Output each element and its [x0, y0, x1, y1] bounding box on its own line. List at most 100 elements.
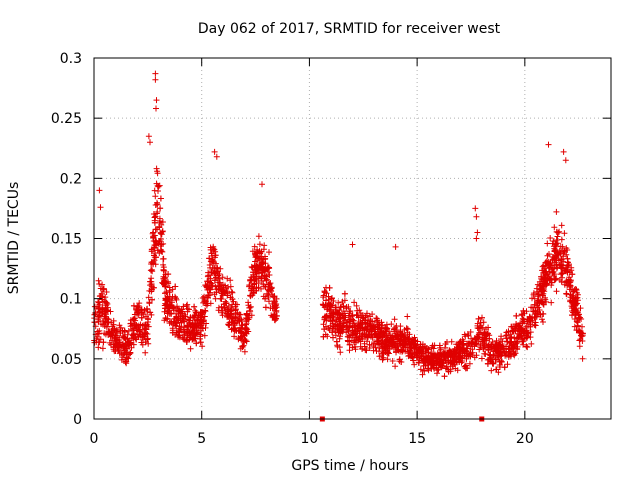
data-point — [391, 316, 398, 323]
data-point — [183, 302, 190, 309]
data-point — [152, 76, 159, 83]
data-point — [513, 312, 520, 319]
data-point — [474, 229, 481, 236]
data-point — [524, 344, 531, 351]
data-point — [107, 308, 114, 315]
data-point — [529, 295, 535, 302]
data-point — [540, 311, 547, 317]
x-tick-label: 0 — [90, 431, 99, 447]
data-point — [553, 208, 560, 215]
data-point — [138, 314, 145, 321]
data-point — [514, 335, 521, 341]
data-point — [392, 363, 399, 370]
data-point — [201, 332, 208, 339]
y-tick-label: 0.15 — [51, 232, 82, 248]
x-tick-label: 20 — [516, 431, 534, 447]
data-point — [547, 235, 554, 241]
data-point — [544, 240, 551, 247]
data-point — [96, 299, 102, 306]
data-point — [411, 361, 418, 368]
data-point — [555, 229, 562, 236]
data-point — [191, 303, 198, 310]
data-point — [207, 244, 214, 251]
y-tick-label: 0 — [73, 412, 82, 428]
data-points — [91, 70, 586, 422]
data-point — [197, 339, 204, 346]
x-tick-label: 10 — [301, 431, 319, 447]
data-point — [353, 302, 360, 309]
data-point — [262, 304, 269, 311]
data-point — [530, 290, 537, 297]
data-point — [147, 267, 154, 274]
data-point — [229, 301, 236, 308]
data-point — [241, 348, 248, 355]
data-point — [351, 299, 358, 306]
data-point — [142, 349, 149, 356]
data-point — [576, 337, 583, 344]
data-point — [266, 249, 272, 256]
data-point — [251, 243, 258, 250]
data-point — [103, 289, 110, 295]
data-point — [259, 181, 265, 188]
data-point — [539, 316, 545, 323]
data-point — [154, 201, 161, 208]
data-point — [231, 333, 238, 340]
data-point — [576, 343, 583, 350]
y-tick-label: 0.3 — [60, 51, 82, 67]
grid-lines — [94, 58, 611, 419]
data-point — [245, 299, 252, 306]
data-point — [142, 325, 149, 332]
data-point — [441, 373, 448, 380]
data-point — [473, 235, 480, 242]
y-tick-label: 0.2 — [60, 171, 82, 187]
chart-title: Day 062 of 2017, SRMTID for receiver wes… — [198, 21, 501, 37]
data-point — [562, 157, 569, 164]
data-point — [577, 305, 584, 312]
data-point — [246, 304, 253, 311]
data-point — [153, 165, 160, 172]
data-point — [212, 295, 219, 302]
data-point — [207, 258, 214, 265]
data-point — [421, 367, 428, 374]
y-tick-label: 0.05 — [51, 352, 82, 368]
data-point — [163, 289, 170, 295]
y-tick-label: 0.1 — [60, 292, 82, 308]
data-point — [553, 288, 560, 295]
data-point — [341, 290, 348, 297]
data-point — [255, 233, 262, 240]
data-point — [404, 313, 411, 320]
data-point — [578, 333, 585, 340]
x-tick-label: 5 — [197, 431, 206, 447]
data-point — [473, 213, 480, 220]
data-point — [261, 242, 268, 249]
data-point — [99, 345, 106, 352]
data-point — [552, 276, 559, 283]
axis-ticks: 0 0.05 0.1 0.15 0.2 0.25 0.3 0 5 10 15 20 — [51, 51, 611, 447]
data-point — [144, 335, 151, 342]
data-point — [356, 307, 363, 314]
data-point — [131, 302, 137, 309]
data-point — [96, 187, 103, 194]
data-point — [563, 290, 570, 297]
data-point — [256, 241, 263, 248]
data-point — [379, 322, 386, 329]
data-point — [579, 355, 586, 362]
plot-frame — [93, 57, 612, 420]
data-point — [558, 236, 565, 243]
data-point — [337, 349, 344, 356]
data-point — [478, 355, 485, 362]
data-point — [187, 345, 194, 352]
data-point — [554, 240, 561, 247]
data-point — [96, 281, 103, 287]
data-point — [349, 241, 356, 248]
data-point — [397, 323, 404, 330]
data-point — [561, 230, 568, 237]
data-point — [467, 329, 474, 335]
data-point — [522, 325, 529, 331]
data-point — [153, 105, 159, 112]
data-point — [172, 295, 179, 302]
data-point — [320, 292, 327, 299]
data-point — [116, 322, 123, 329]
data-point — [219, 274, 226, 281]
